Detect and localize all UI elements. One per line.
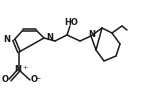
Text: N: N: [46, 33, 53, 41]
Text: N: N: [15, 65, 21, 74]
Text: O: O: [31, 75, 38, 84]
Text: N: N: [89, 29, 95, 39]
Text: O: O: [2, 75, 9, 84]
Text: N: N: [3, 34, 10, 44]
Text: +: +: [22, 65, 28, 70]
Text: −: −: [35, 75, 40, 80]
Text: HO: HO: [64, 18, 78, 26]
